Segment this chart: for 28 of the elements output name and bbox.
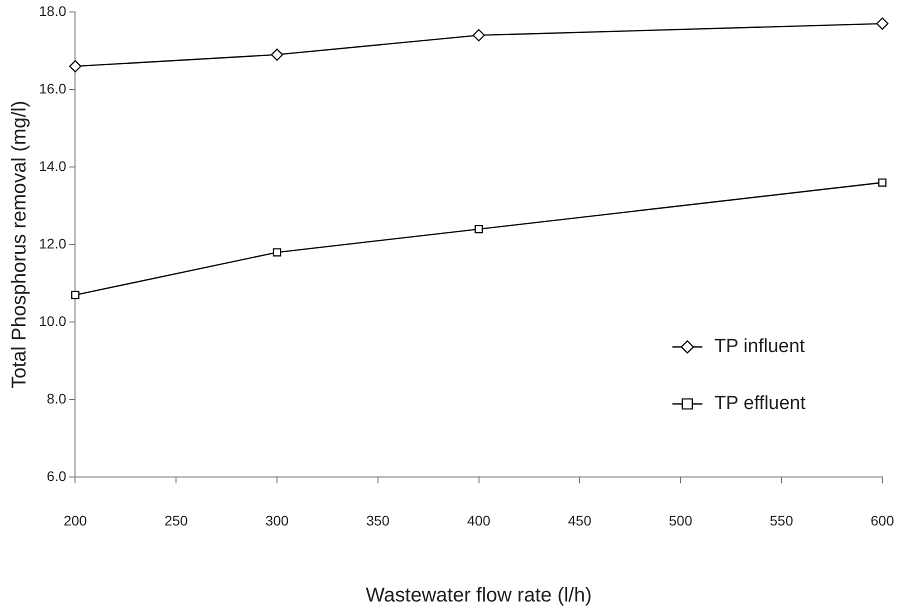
x-tick-label: 200 [64, 512, 88, 528]
x-tick-label: 450 [568, 512, 592, 528]
y-tick-label: 10.0 [39, 312, 66, 329]
point [71, 290, 80, 300]
x-tick-label: 250 [164, 512, 188, 528]
y-tick-label: 18.0 [39, 2, 66, 19]
x-tick-label: 600 [870, 512, 894, 528]
legend-label: TP effluent [714, 393, 806, 414]
point [878, 178, 886, 187]
y-tick-label: 16.0 [39, 80, 66, 96]
point [474, 224, 483, 234]
x-tick-label: 500 [668, 512, 692, 528]
y-tick-label: 8.0 [46, 390, 66, 407]
y-axis-title: Total Phosphorus removal (mg/l) [8, 100, 31, 389]
point [272, 248, 282, 256]
x-tick-label: 350 [366, 512, 390, 528]
x-tick-label: 400 [467, 512, 491, 528]
point [270, 48, 284, 61]
x-tick-label: 300 [265, 512, 289, 528]
point [472, 29, 485, 42]
y-tick-label: 6.0 [46, 468, 66, 484]
y-tick-label: 14.0 [39, 158, 66, 174]
point [69, 60, 82, 72]
x-axis-title: Wastewater flow rate (l/h) [366, 584, 592, 607]
y-tick-label: 12.0 [39, 235, 66, 252]
point [876, 18, 888, 30]
legend-label: TP influent [714, 336, 806, 358]
x-tick-label: 550 [770, 512, 794, 528]
